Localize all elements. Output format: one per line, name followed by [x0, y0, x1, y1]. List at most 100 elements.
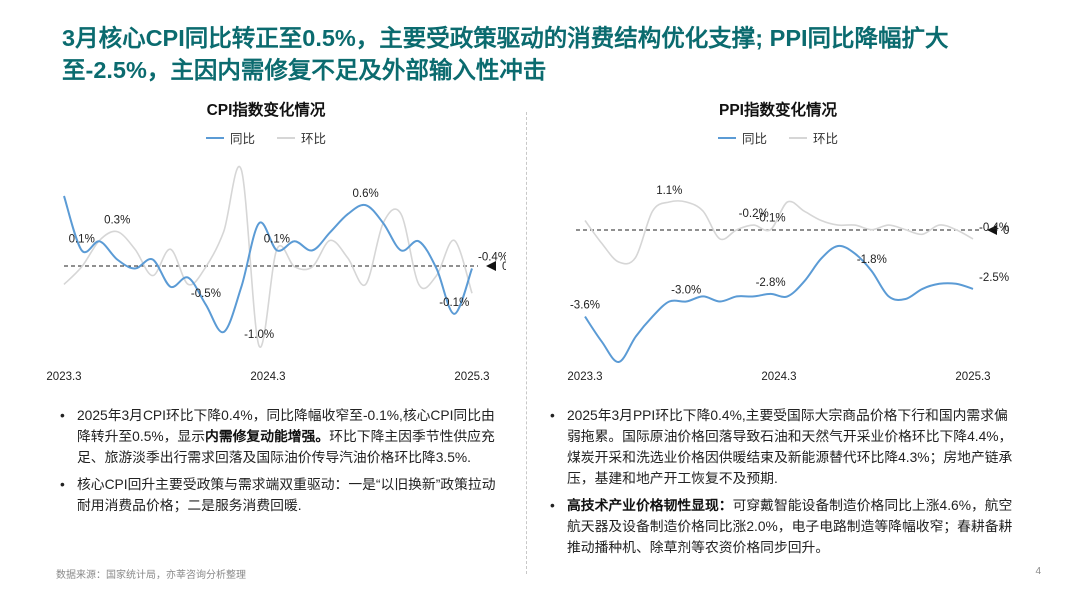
ppi-mom-point — [888, 224, 890, 226]
ppi-legend: 同比 环比 — [538, 128, 1018, 147]
cpi-yoy-point — [329, 232, 331, 234]
cpi-bullets: 2025年3月CPI环比下降0.4%，同比降幅收窄至-0.1%,核心CPI同比由… — [58, 405, 503, 522]
page-number: 4 — [1035, 566, 1041, 577]
ppi-bullet-2-bold: 高技术产业价格韧性显现： — [567, 498, 733, 513]
page-title: 3月核心CPI同比转正至0.5%，主要受政策驱动的消费结构优化支撑; PPI同比… — [62, 25, 949, 83]
cpi-mom-point — [347, 257, 349, 259]
ppi-yoy-point — [804, 281, 806, 283]
cpi-yoy-point — [365, 204, 367, 206]
ppi-bullet-2: 高技术产业价格韧性显现：可穿戴智能设备制造价格同比上涨4.6%，航空航天器及设备… — [548, 495, 1018, 558]
ppi-mom-point — [787, 201, 789, 203]
cpi-legend-yoy-swatch — [205, 136, 224, 139]
cpi-chart-plot: 0 0.3% -1.0% 0.1% -0.5% 0.1% 0.6% -0.1% -0.4% 202… — [46, 165, 506, 383]
ppi-yoy-point — [905, 298, 907, 300]
cpi-mom-point — [223, 231, 225, 233]
ppi-mom-point — [837, 224, 839, 226]
cpi-legend-yoy-label: 同比 — [229, 132, 255, 146]
ppi-mom-point — [955, 229, 957, 231]
cpi-yoy-point — [134, 268, 136, 270]
cpi-bullet-1-bold: 内需修复动能增强。 — [205, 429, 330, 444]
cpi-legend-mom-swatch — [277, 136, 295, 139]
ppi-yoy-data-label: -2.5% — [979, 272, 1009, 284]
ppi-mom-point — [685, 201, 687, 203]
ppi-mom-point — [820, 220, 822, 222]
cpi-legend-mom-label: 环比 — [301, 132, 327, 146]
cpi-yoy-point — [99, 241, 101, 243]
ppi-bullet-2-tail: 可穿戴智能设备制造价格同比上涨4.6%，航空航天器及设备制造价格同比涨2.0%，… — [567, 498, 1013, 555]
ppi-chart-plot: 0 1.1% -0.2%-0.1% -0.4% -3.6% -3.0% -2.8% -1.8%… — [567, 185, 1009, 383]
cpi-mom-point — [365, 284, 367, 286]
cpi-mom-point — [152, 275, 154, 277]
cpi-yoy-point — [152, 259, 154, 261]
ppi-yoy-point — [888, 296, 890, 298]
ppi-mom-point — [753, 224, 755, 226]
ppi-yoy-point — [635, 336, 637, 338]
ppi-yoy-point — [618, 361, 620, 363]
data-source-note: 数据来源：国家统计局，亦莘咨询分析整理 — [56, 570, 246, 581]
ppi-mom-point — [702, 210, 704, 212]
ppi-mom-point — [736, 229, 738, 231]
ppi-mom-point — [972, 238, 974, 240]
cpi-mom-point — [63, 284, 65, 286]
cpi-bullet-1: 2025年3月CPI环比下降0.4%，同比降幅收窄至-0.1%,核心CPI同比由… — [58, 405, 503, 468]
ppi-yoy-data-label: -3.6% — [570, 300, 600, 312]
cpi-yoy-point — [241, 286, 243, 288]
cpi-legend: 同比 环比 — [26, 128, 506, 147]
ppi-yoy-point — [719, 301, 721, 303]
cpi-mom-point — [258, 345, 260, 347]
ppi-legend-yoy: 同比 — [717, 128, 767, 147]
cpi-yoy-data-label: -0.5% — [191, 288, 221, 300]
ppi-mom-data-label: -0.2% — [739, 208, 769, 220]
cpi-yoy-data-label: -0.1% — [439, 297, 469, 309]
ppi-yoy-point — [770, 293, 772, 295]
cpi-yoy-point — [400, 250, 402, 252]
ppi-mom-point — [719, 238, 721, 240]
ppi-bullets: 2025年3月PPI环比下降0.4%,主要受国际大宗商品价格下行和国内需求偏弱拖… — [548, 405, 1018, 564]
ppi-mom-data-label: 1.1% — [656, 185, 682, 197]
ppi-mom-point — [669, 201, 671, 203]
cpi-series-mom-line — [63, 165, 473, 348]
ppi-yoy-point — [939, 283, 941, 285]
cpi-chart-title: CPI指数变化情况 — [206, 102, 326, 119]
ppi-yoy-point — [837, 245, 839, 247]
cpi-yoy-point — [294, 241, 296, 243]
cpi-mom-point — [134, 248, 136, 250]
ppi-yoy-point — [669, 301, 671, 303]
cpi-mom-point — [241, 169, 243, 171]
ppi-mom-data-label: -0.4% — [979, 222, 1009, 234]
ppi-bullet-1-text: 2025年3月PPI环比下降0.4%,主要受国际大宗商品价格下行和国内需求偏弱拖… — [567, 408, 1013, 486]
cpi-x-tick-label: 2023.3 — [46, 371, 81, 383]
cpi-mom-point — [170, 248, 172, 250]
cpi-yoy-point — [187, 277, 189, 279]
ppi-mom-point — [618, 261, 620, 263]
cpi-yoy-point — [205, 304, 207, 306]
cpi-mom-data-label: 0.3% — [104, 215, 130, 227]
cpi-yoy-point — [170, 286, 172, 288]
ppi-yoy-point — [736, 296, 738, 298]
ppi-mom-point — [770, 229, 772, 231]
cpi-yoy-point — [276, 250, 278, 252]
cpi-yoy-point — [383, 222, 385, 224]
cpi-yoy-point — [63, 195, 65, 197]
cpi-bullet-1-tail: 环比下降主因季节性供应充足、旅游淡季出行需求回落及国际油价传导汽油价格环比降3.… — [77, 429, 495, 465]
ppi-yoy-point — [787, 296, 789, 298]
ppi-yoy-point — [972, 288, 974, 290]
ppi-yoy-point — [584, 316, 586, 318]
cpi-baseline-arrow — [486, 261, 496, 271]
cpi-mom-point — [329, 240, 331, 242]
ppi-legend-yoy-label: 同比 — [741, 132, 767, 146]
cpi-series-yoy-line — [63, 195, 473, 334]
ppi-x-tick-label: 2024.3 — [761, 371, 796, 383]
ppi-series-yoy-line — [584, 244, 974, 363]
cpi-yoy-point — [258, 222, 260, 224]
ppi-yoy-point — [753, 296, 755, 298]
ppi-yoy-point — [854, 253, 856, 255]
cpi-yoy-point — [223, 331, 225, 333]
cpi-mom-point — [81, 266, 83, 268]
center-divider — [526, 112, 527, 574]
cpi-chart-panel: CPI指数变化情况 同比 环比 0 0.3% -1.0% 0.1% -0.5% 0.1% 0… — [26, 98, 506, 388]
cpi-bullet-2-text: 核心CPI回升主要受政策与需求端双重驱动：一是“以旧换新”政策拉动耐用消费品价格… — [77, 477, 496, 513]
ppi-mom-data-label: -0.1% — [756, 213, 786, 225]
cpi-yoy-data-label: 0.1% — [264, 233, 290, 245]
ppi-mom-point — [804, 210, 806, 212]
